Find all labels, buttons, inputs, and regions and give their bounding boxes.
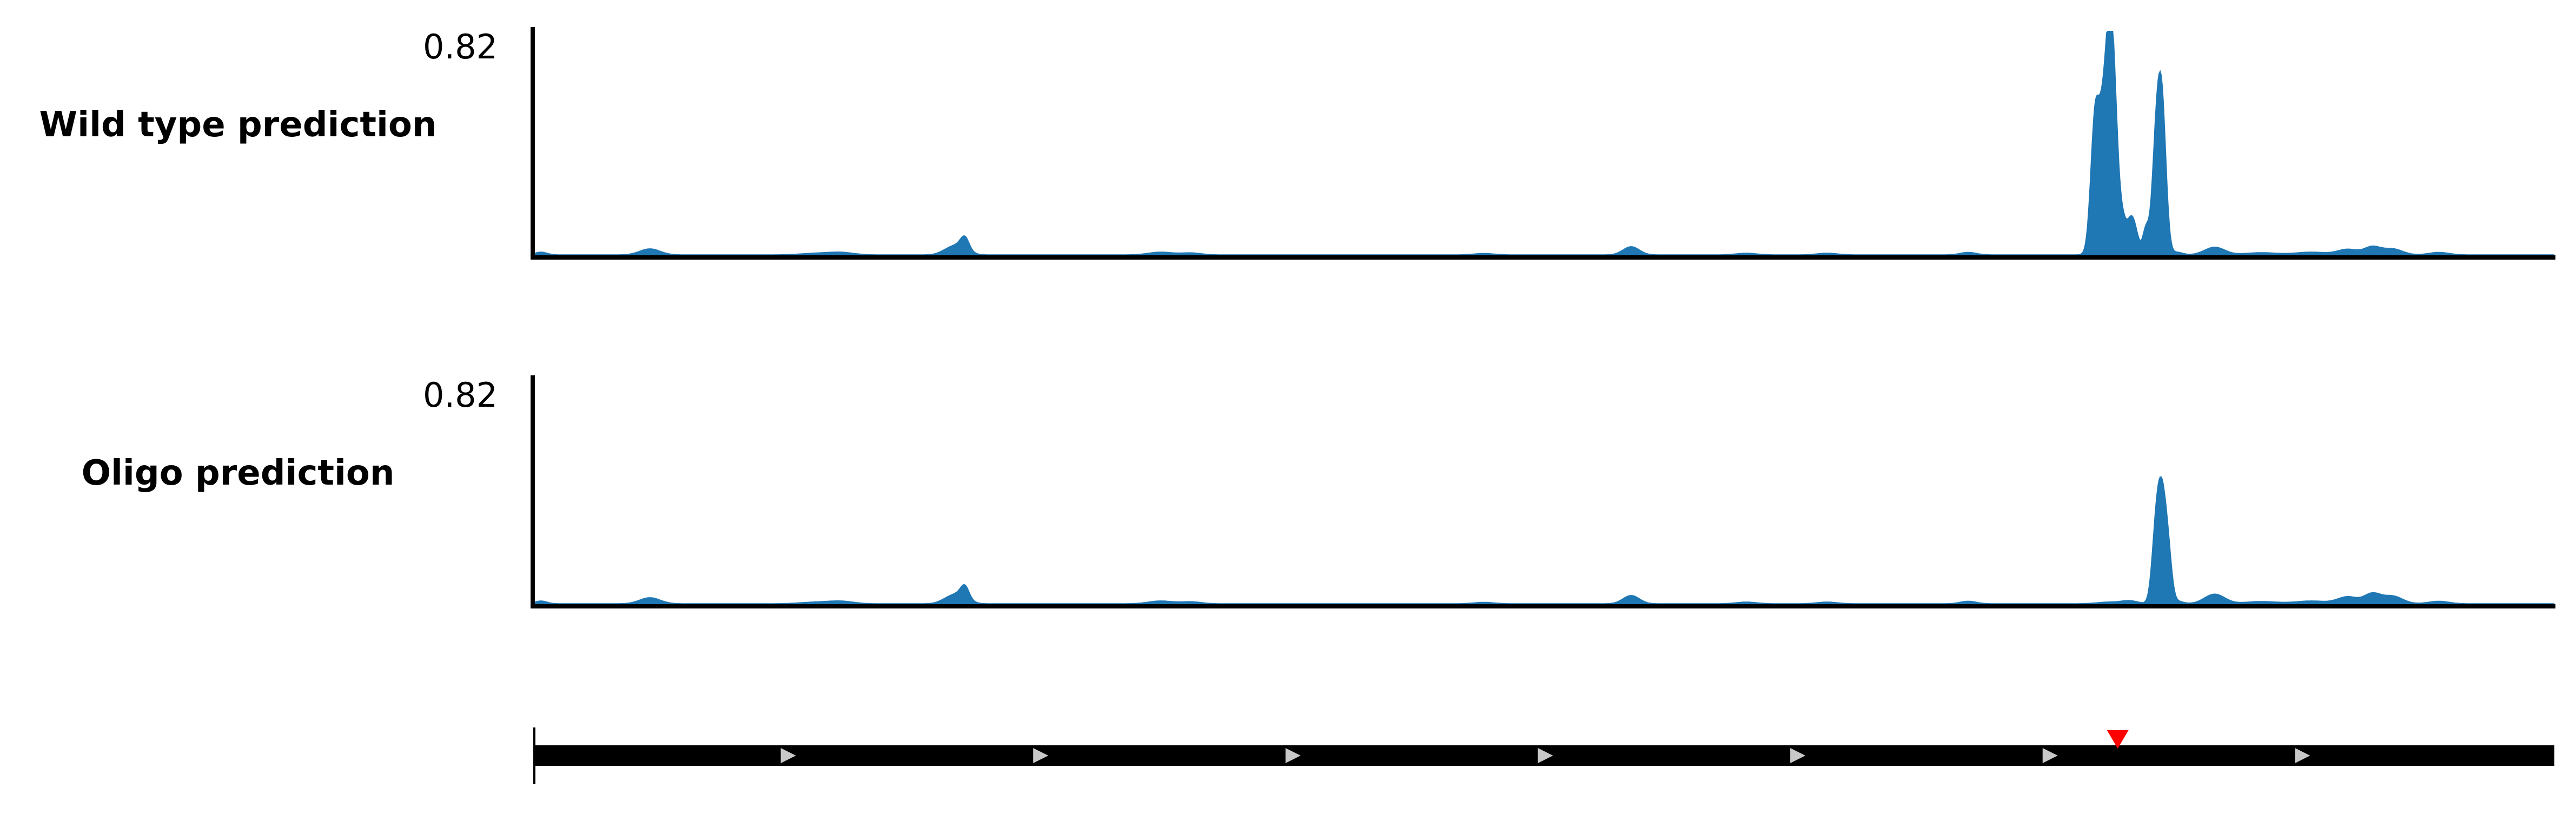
oligo-track: Oligo prediction 0.82 xyxy=(82,375,2555,608)
strand-arrow-icon xyxy=(2042,748,2058,763)
strand-arrow-icon xyxy=(1538,748,1553,763)
gene-track xyxy=(533,727,2554,784)
track-label-wild-type: Wild type prediction xyxy=(39,105,437,145)
strand-arrow-icon xyxy=(1790,748,1806,763)
position-marker-icon xyxy=(2107,730,2129,749)
strand-arrow-icon xyxy=(1033,748,1049,763)
wild-type-signal-area xyxy=(534,31,2554,256)
wild-type-ymax-label: 0.82 xyxy=(423,27,498,67)
strand-arrows xyxy=(780,748,2310,763)
wild-type-track: Wild type prediction 0.82 xyxy=(39,27,2555,260)
strand-arrow-icon xyxy=(780,748,796,763)
strand-arrow-icon xyxy=(2295,748,2310,763)
track-label-oligo: Oligo prediction xyxy=(82,453,395,493)
oligo-signal-area xyxy=(534,476,2554,605)
oligo-ymax-label: 0.82 xyxy=(423,375,498,415)
strand-arrow-icon xyxy=(1285,748,1301,763)
